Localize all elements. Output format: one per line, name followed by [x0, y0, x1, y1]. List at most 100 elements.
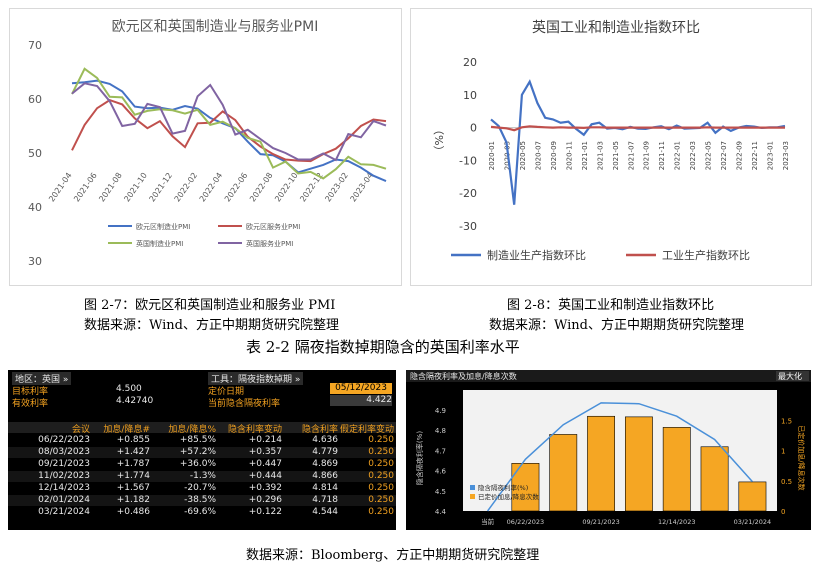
bb-y-right-tick: 1 [781, 448, 785, 456]
bb-x-tick: 当前 [481, 517, 495, 526]
bb-bar-3 [587, 415, 616, 512]
implied-rate: 4.869 [312, 459, 338, 469]
assumed-change: 0.250 [368, 447, 394, 457]
pmi-x-tick: 2021-08 [97, 171, 124, 204]
ip-x-tick: 2020-05 [519, 141, 527, 170]
col-hikes-cuts-pct: 加息/降息% [168, 425, 216, 435]
meeting-date: 03/21/2024 [38, 507, 90, 517]
hikes-cuts-count: +1.774 [116, 471, 150, 481]
table-row: 12/14/2023 +1.567 -20.7% +0.392 4.814 0.250 [8, 483, 396, 494]
bb-y-left-tick: 4.8 [435, 427, 446, 435]
pricing-date-input[interactable]: 05/12/2023 [330, 383, 392, 394]
target-rate-value: 4.500 [116, 384, 142, 394]
implied-change: +0.444 [248, 471, 282, 481]
uk-ip-chart-title: 英国工业和制造业指数环比 [532, 19, 700, 36]
ip-x-tick: 2020-01 [488, 141, 496, 170]
col-implied-change: 隐含利率变动 [227, 425, 282, 435]
table-header: 会议 加息/降息# 加息/降息% 隐含利率变动 隐含利率 假定利率变动 [8, 422, 396, 435]
ip-x-tick: 2022-03 [689, 141, 697, 170]
bb-legend-label-1: 已定价加息/降息次数 [478, 492, 539, 501]
pmi-x-tick: 2022-08 [248, 171, 275, 204]
pmi-chart-svg: 欧元区和英国制造业与服务业PMI 70605040302021-042021-0… [28, 18, 387, 268]
meeting-date: 08/03/2023 [38, 447, 90, 457]
tool-selector[interactable]: 工具：隔夜指数掉期 » [208, 372, 304, 385]
pmi-chart-title: 欧元区和英国制造业与服务业PMI [112, 18, 319, 35]
hikes-cuts-count: +1.567 [116, 483, 150, 493]
meeting-date: 11/02/2023 [38, 471, 90, 481]
bb-y-left-tick: 4.5 [435, 488, 446, 496]
bb-legend-swatch-0 [470, 485, 475, 490]
implied-rate: 4.718 [312, 495, 338, 505]
pmi-x-tick: 2022-02 [173, 171, 200, 204]
table-row: 06/22/2023 +0.855 +85.5% +0.214 4.636 0.250 [8, 435, 396, 446]
implied-change: +0.392 [248, 483, 282, 493]
col-implied-rate: 隐含利率 [301, 425, 338, 435]
bb-y-left-tick: 4.4 [435, 508, 447, 516]
bb-y-right-tick: 0.5 [781, 478, 792, 486]
bb-chart-title: 隐含隔夜利率及加息/降息次数 [410, 371, 517, 381]
ip-x-tick: 2023-03 [782, 141, 790, 170]
pmi-series-line-2 [71, 67, 387, 180]
ip-legend-label-0: 制造业生产指数环比 [487, 248, 586, 262]
ip-y-tick: 10 [463, 89, 477, 102]
implied-change: +0.214 [248, 435, 282, 445]
bloomberg-chart: 隐含隔夜利率及加息/降息次数 最大化 4.9 4.8 4.7 4.6 4.5 4.4 1.5… [406, 370, 811, 530]
hikes-cuts-pct: +36.0% [179, 459, 216, 469]
assumed-change: 0.250 [368, 483, 394, 493]
uk-ip-chart: 英国工业和制造业指数环比 20 10 0 -10 -20 -30 （%） 2020-01 202… [410, 8, 812, 286]
pmi-y-tick: 70 [28, 39, 42, 52]
ip-y-tick: 0 [470, 122, 477, 135]
ip-y-tick: -20 [459, 187, 477, 200]
implied-overnight-value: 4.422 [330, 395, 392, 406]
maximize-button[interactable]: 最大化 [778, 371, 802, 381]
bb-y-right-label: 已定价加息/降息次数 [797, 425, 806, 490]
region-selector[interactable]: 地区：英国 » [12, 372, 72, 385]
implied-rate: 4.779 [312, 447, 338, 457]
bb-x-tick: 03/21/2024 [734, 518, 771, 526]
pmi-x-tick: 2021-04 [47, 171, 74, 204]
ip-x-tick: 2021-07 [627, 141, 635, 170]
pmi-x-tick: 2022-10 [273, 171, 300, 204]
ip-x-tick: 2021-01 [581, 141, 589, 170]
bb-y-left-tick: 4.9 [435, 407, 446, 415]
figure-2-8-source: 数据来源：Wind、方正中期期货研究院整理 [489, 318, 744, 333]
pmi-chart: 欧元区和英国制造业与服务业PMI 70 60 50 40 30 2021-04 2021-0… [9, 8, 402, 286]
ip-y-axis-label: （%） [432, 124, 445, 156]
table-row: 08/03/2023 +1.427 +57.2% +0.357 4.779 0.250 [8, 447, 396, 458]
col-assumed-change: 假定利率变动 [339, 425, 394, 435]
pmi-legend-label-2: 英国制造业PMI [136, 239, 183, 248]
ip-x-tick: 2023-01 [767, 141, 775, 170]
bb-legend-swatch-1 [470, 494, 475, 499]
footer-source: 数据来源：Bloomberg、方正中期期货研究院整理 [246, 548, 540, 563]
bb-y-right-tick: 1.5 [781, 417, 792, 425]
hikes-cuts-pct: -1.3% [189, 471, 216, 481]
bb-legend-label-0: 隐含隔夜利率(%) [478, 483, 528, 492]
implied-rate: 4.636 [312, 435, 338, 445]
pmi-y-tick: 50 [28, 147, 42, 160]
implied-change: +0.357 [248, 447, 282, 457]
ip-y-tick: 20 [463, 56, 477, 69]
hikes-cuts-count: +1.427 [116, 447, 150, 457]
table-row: 02/01/2024 +1.182 -38.5% +0.296 4.718 0.250 [8, 495, 396, 506]
bb-bar-4 [624, 416, 653, 512]
table-2-2-caption: 表 2-2 隔夜指数掉期隐含的英国利率水平 [246, 338, 520, 356]
pmi-x-tick: 2022-04 [198, 171, 225, 204]
pmi-legend-label-1: 欧元区服务业PMI [246, 222, 300, 231]
col-hikes-cuts-count: 加息/降息# [103, 425, 150, 435]
bb-x-tick: 06/22/2023 [507, 518, 544, 526]
effective-rate-label: 有效利率 [12, 399, 49, 409]
table-row: 11/02/2023 +1.774 -1.3% +0.444 4.866 0.250 [8, 471, 396, 482]
implied-change: +0.447 [248, 459, 282, 469]
hikes-cuts-count: +0.855 [116, 435, 150, 445]
bloomberg-chart-svg: 隐含隔夜利率及加息/降息次数 最大化 4.9 4.8 4.7 4.6 4.5 4.4 1.5… [406, 370, 811, 526]
bb-bar-5 [662, 427, 691, 512]
pmi-legend-label-3: 英国服务业PMI [246, 239, 293, 248]
table-row: 03/21/2024 +0.486 -69.6% +0.122 4.544 0.250 [8, 507, 396, 518]
pricing-date-label: 定价日期 [208, 387, 245, 397]
assumed-change: 0.250 [368, 471, 394, 481]
table-row: 09/21/2023 +1.787 +36.0% +0.447 4.869 0.250 [8, 459, 396, 470]
effective-rate-value: 4.42740 [116, 396, 154, 406]
pmi-x-tick: 2021-06 [72, 171, 99, 204]
col-meeting: 会议 [71, 425, 90, 435]
pmi-x-tick: 2022-12 [298, 171, 325, 204]
